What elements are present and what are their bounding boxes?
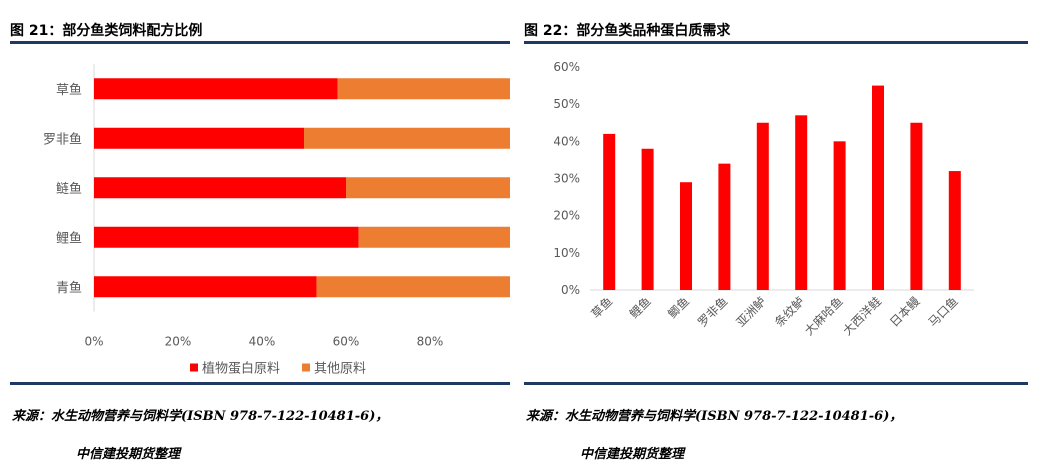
y-tick-label: 40% bbox=[553, 134, 580, 148]
x-tick-label: 40% bbox=[249, 335, 276, 349]
bar-other-material-0 bbox=[337, 78, 510, 100]
left-bottom-rule bbox=[10, 382, 510, 385]
bar-protein-4 bbox=[756, 122, 769, 290]
x-tick-label: 20% bbox=[165, 335, 192, 349]
category-label: 鲤鱼 bbox=[627, 294, 654, 321]
right-source-line-1: 来源：水生动物营养与饲料学(ISBN 978-7-122-10481-6)， bbox=[526, 409, 903, 424]
left-source-line-1: 来源：水生动物营养与饲料学(ISBN 978-7-122-10481-6)， bbox=[12, 409, 389, 424]
bar-plant-protein-3 bbox=[94, 226, 359, 248]
category-label: 青鱼 bbox=[56, 280, 82, 296]
bar-other-material-4 bbox=[316, 276, 510, 298]
category-label: 马口鱼 bbox=[926, 294, 961, 329]
left-top-rule bbox=[10, 41, 510, 44]
x-tick-label: 80% bbox=[417, 335, 444, 349]
category-label: 日本鳗 bbox=[887, 294, 922, 329]
category-label: 草鱼 bbox=[588, 294, 615, 321]
protein-demand-bar-chart: 0% 10% 20% 30% 40% 50% 60% 草鱼 鲤鱼 鲫鱼 罗非鱼 亚洲鲈 条纹鲈大麻哈鱼大… bbox=[553, 60, 974, 339]
right-figure-title: 图 22：部分鱼类品种蛋白质需求 bbox=[524, 23, 731, 39]
legend-label-0: 植物蛋白原料 bbox=[202, 361, 280, 377]
x-tick-label: 0% bbox=[84, 335, 103, 349]
category-label: 鲢鱼 bbox=[56, 181, 82, 197]
left-source-line-2: 中信建投期货整理 bbox=[76, 447, 181, 462]
bar-protein-5 bbox=[795, 115, 808, 290]
category-label: 亚洲鲈 bbox=[734, 294, 769, 329]
y-tick-label: 50% bbox=[553, 97, 580, 111]
bar-other-material-2 bbox=[346, 177, 510, 199]
y-tick-label: 20% bbox=[553, 209, 580, 223]
bar-protein-9 bbox=[948, 171, 961, 290]
right-top-rule bbox=[524, 41, 1028, 44]
bar-protein-8 bbox=[910, 122, 923, 290]
category-label: 条纹鲈 bbox=[772, 294, 807, 329]
bar-plant-protein-2 bbox=[94, 177, 346, 199]
bar-plant-protein-1 bbox=[94, 127, 304, 149]
category-label: 罗非鱼 bbox=[43, 131, 82, 147]
category-label: 鲤鱼 bbox=[56, 230, 82, 246]
right-bottom-rule bbox=[524, 382, 1028, 385]
bar-protein-2 bbox=[680, 182, 692, 290]
category-label: 大麻哈鱼 bbox=[801, 294, 846, 339]
legend-swatch-1 bbox=[302, 363, 310, 372]
bar-plant-protein-0 bbox=[94, 78, 338, 100]
y-tick-label: 60% bbox=[553, 60, 580, 74]
legend-label-1: 其他原料 bbox=[314, 362, 366, 377]
category-label: 大西洋鲑 bbox=[840, 294, 885, 339]
x-tick-label: 60% bbox=[333, 335, 360, 349]
category-label: 罗非鱼 bbox=[695, 294, 730, 329]
category-label: 草鱼 bbox=[56, 82, 82, 98]
bar-other-material-1 bbox=[304, 127, 510, 149]
bar-other-material-3 bbox=[358, 226, 510, 248]
bar-protein-1 bbox=[641, 148, 654, 290]
bar-plant-protein-4 bbox=[94, 276, 317, 298]
left-figure-title: 图 21：部分鱼类饲料配方比例 bbox=[10, 23, 203, 39]
bar-protein-3 bbox=[718, 163, 731, 290]
y-tick-label: 30% bbox=[553, 172, 580, 186]
y-tick-label: 10% bbox=[553, 246, 580, 260]
y-tick-label: 0% bbox=[561, 283, 580, 297]
category-label: 鲫鱼 bbox=[665, 294, 692, 321]
bar-protein-7 bbox=[872, 85, 884, 290]
bar-protein-6 bbox=[833, 141, 846, 290]
right-source-line-2: 中信建投期货整理 bbox=[580, 447, 685, 462]
legend-swatch-0 bbox=[190, 363, 198, 372]
bar-protein-0 bbox=[603, 133, 616, 290]
